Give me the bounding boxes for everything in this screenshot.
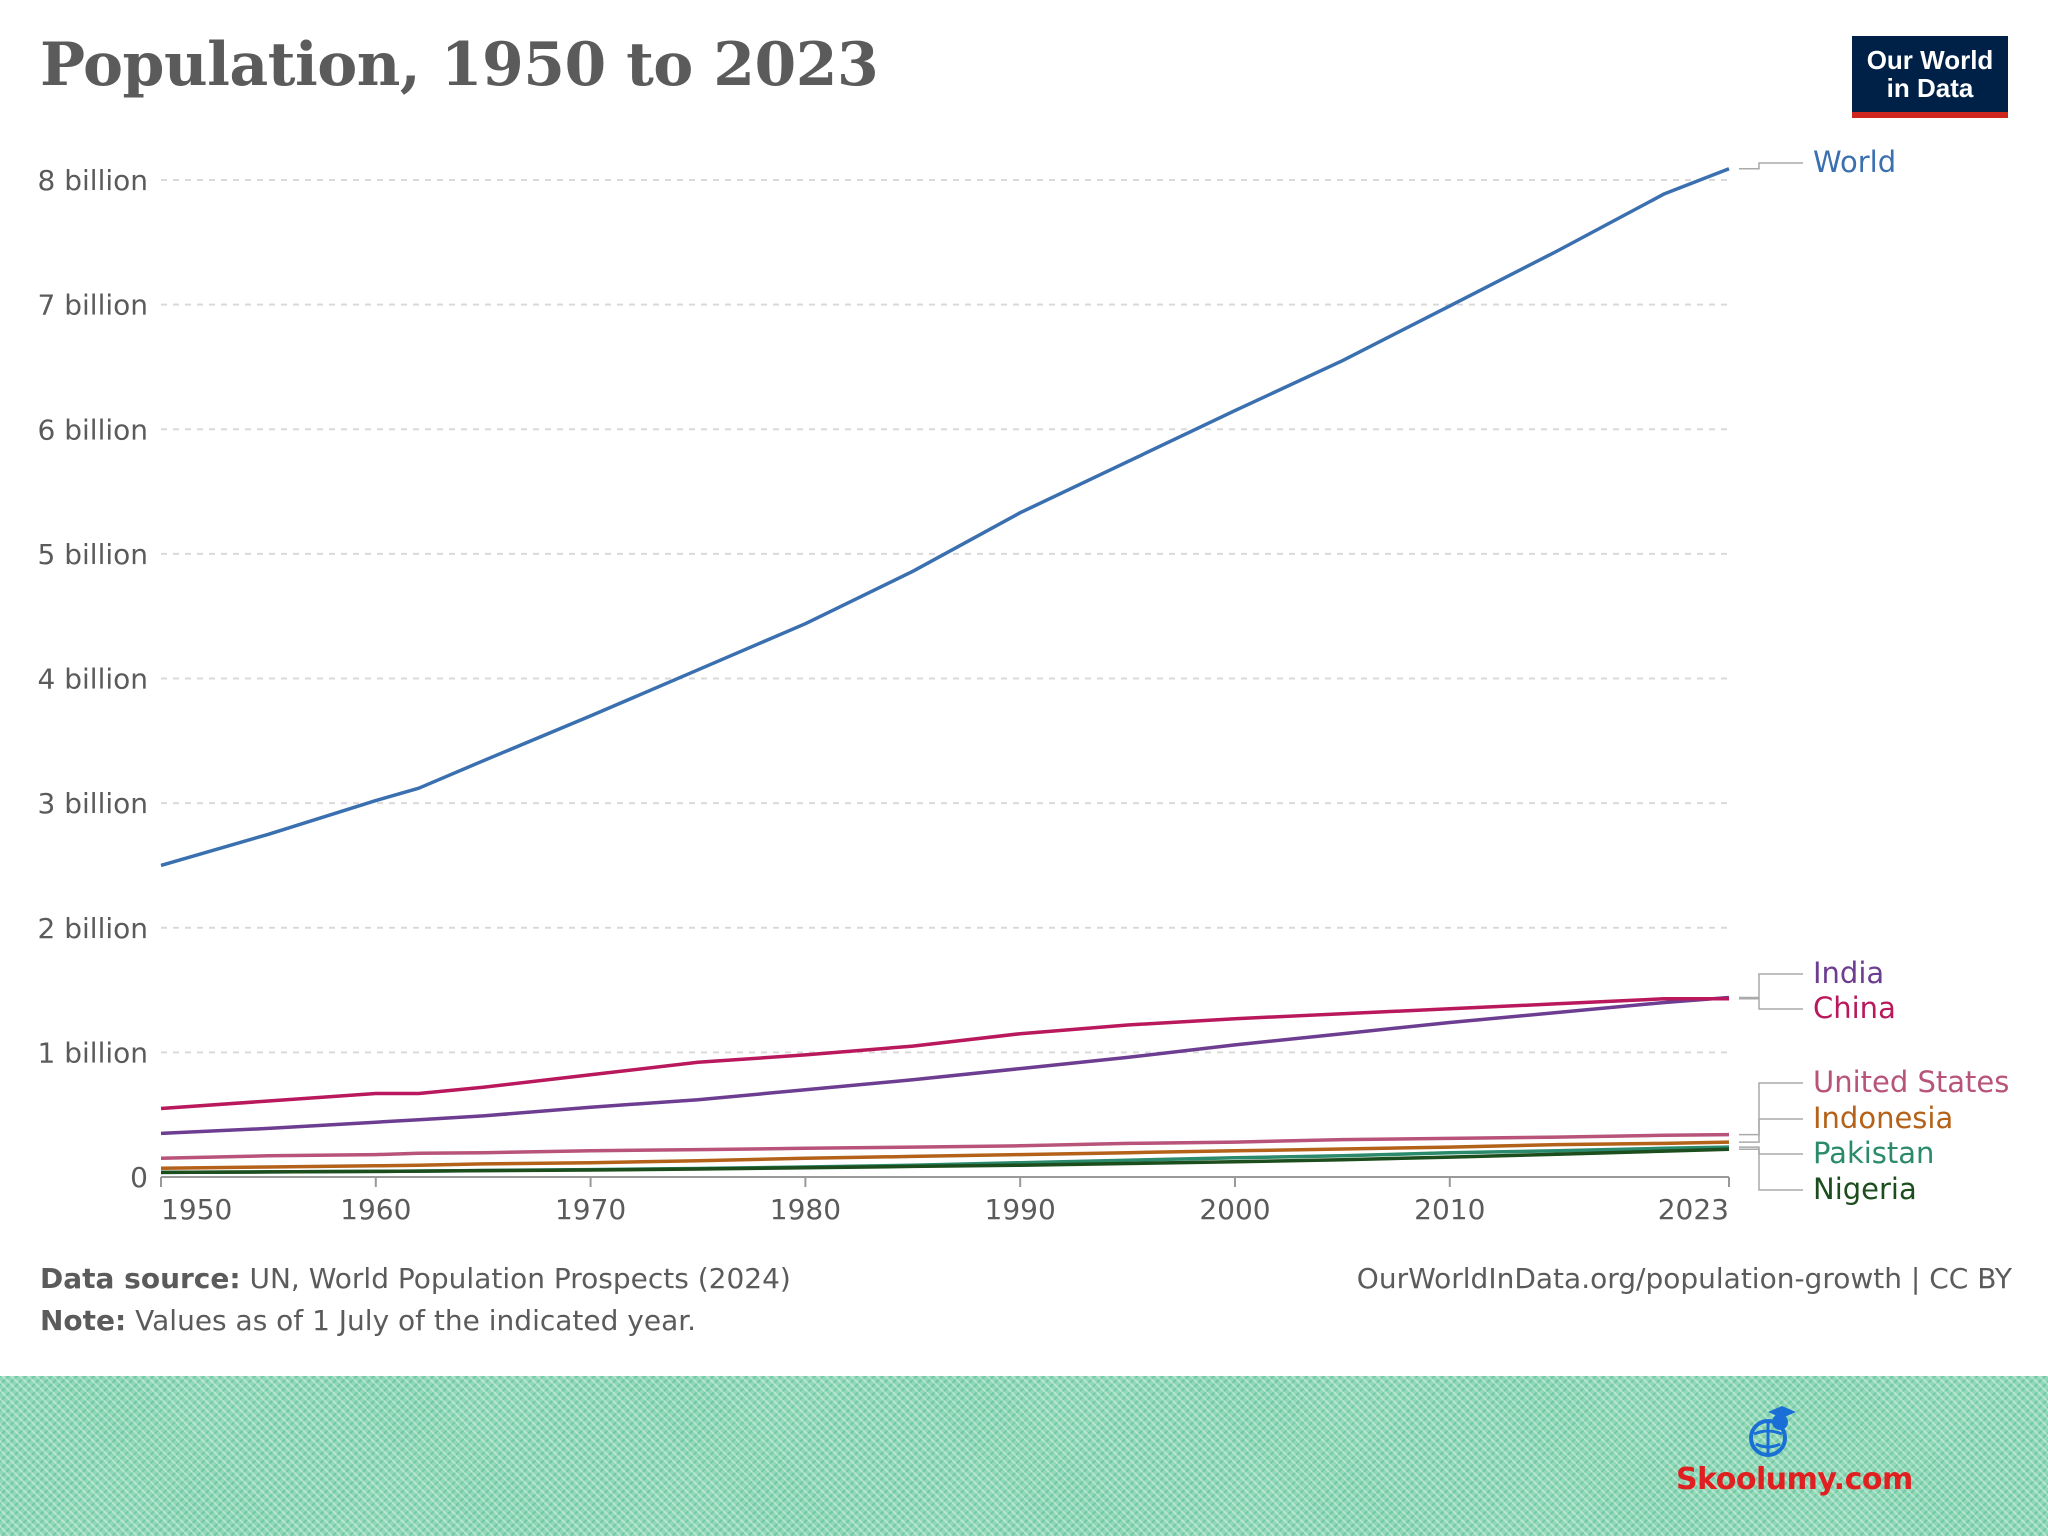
series-line-nigeria <box>160 1147 1730 1175</box>
series-connector <box>1739 1148 1803 1191</box>
series-line-world <box>160 167 1730 868</box>
series-connector <box>1739 1082 1803 1136</box>
series-line-united-states <box>160 1132 1730 1161</box>
series-connector <box>1739 1146 1803 1155</box>
series-connector <box>1739 973 1803 999</box>
x-tick-label: 1990 <box>985 1193 1056 1226</box>
chart-title: Population, 1950 to 2023 <box>40 30 879 100</box>
y-tick-label: 7 billion <box>38 289 148 322</box>
logo-line-2: in Data <box>1886 73 1974 103</box>
series-line-india <box>160 995 1730 1136</box>
series-label-india: India <box>1813 956 1884 990</box>
source-url-link[interactable]: OurWorldInData.org/population-growth | C… <box>1356 1262 2012 1295</box>
series-label-pakistan: Pakistan <box>1813 1136 1934 1170</box>
logo-line-1: Our World <box>1866 45 1994 75</box>
population-line-chart: 0 1 billion 2 billion 3 billion 4 billion 5 b… <box>38 145 2010 1226</box>
x-tick-label: 2023 <box>1658 1193 1729 1226</box>
y-tick-label: 2 billion <box>38 912 148 945</box>
series-connector <box>1739 162 1803 170</box>
series-label-united-states: United States <box>1813 1065 2009 1099</box>
series-line-indonesia <box>160 1140 1730 1171</box>
y-tick-label: 1 billion <box>38 1036 148 1069</box>
x-tick-label: 2000 <box>1199 1193 1270 1226</box>
x-tick-label: 2010 <box>1414 1193 1485 1226</box>
series-label-indonesia: Indonesia <box>1813 1101 1953 1135</box>
y-tick-label: 0 <box>130 1161 148 1194</box>
series-line-china <box>160 997 1729 1111</box>
data-source-line: Data source: UN, World Population Prospe… <box>40 1262 791 1295</box>
watermark-band <box>0 1376 2048 1536</box>
series-label-nigeria: Nigeria <box>1813 1172 1917 1206</box>
brand-watermark: Skoolumy.com <box>1676 1462 1913 1497</box>
note-text: Values as of 1 July of the indicated yea… <box>126 1304 697 1337</box>
x-tick-label: 1960 <box>340 1193 411 1226</box>
series-label-world: World <box>1813 145 1896 179</box>
y-tick-label: 6 billion <box>38 413 148 446</box>
note-line: Note: Values as of 1 July of the indicat… <box>40 1304 696 1337</box>
our-world-in-data-logo[interactable]: Our World in Data <box>1852 36 2008 118</box>
x-tick-label: 1980 <box>770 1193 841 1226</box>
series-label-china: China <box>1813 991 1896 1025</box>
y-tick-label: 8 billion <box>38 164 148 197</box>
note-label: Note: <box>40 1304 127 1337</box>
series-connector <box>1739 1118 1803 1143</box>
x-tick-label: 1970 <box>555 1193 626 1226</box>
x-tick-label: 1950 <box>161 1193 232 1226</box>
series-line-pakistan <box>160 1145 1730 1175</box>
y-tick-label: 3 billion <box>38 787 148 820</box>
data-source-text: UN, World Population Prospects (2024) <box>240 1262 791 1295</box>
y-tick-label: 5 billion <box>38 538 148 571</box>
globe-graduate-icon <box>1749 1406 1796 1457</box>
data-source-label: Data source: <box>40 1262 241 1295</box>
y-tick-label: 4 billion <box>38 663 148 696</box>
series-connector <box>1739 998 1803 1010</box>
